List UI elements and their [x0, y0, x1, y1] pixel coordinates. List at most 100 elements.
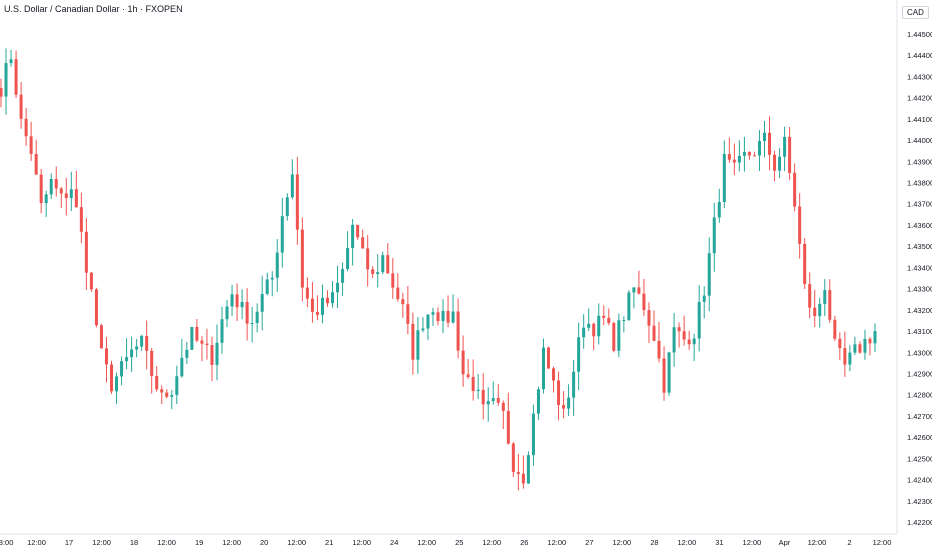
candle	[341, 262, 345, 296]
candle	[401, 292, 405, 318]
candle	[79, 192, 83, 244]
candle-body	[421, 328, 425, 331]
candle-body	[562, 405, 566, 409]
candle-body	[526, 455, 530, 484]
candle	[662, 346, 666, 401]
candle-body	[496, 397, 500, 403]
candle-body	[687, 339, 691, 345]
candle-body	[150, 350, 154, 376]
candle-body	[773, 154, 777, 171]
candle	[808, 272, 812, 319]
candle	[205, 328, 209, 360]
candle	[446, 295, 450, 328]
candle	[280, 197, 284, 268]
candle-body	[823, 290, 827, 304]
candle-body	[160, 389, 164, 393]
candle-body	[476, 389, 480, 392]
candle-body	[351, 224, 355, 248]
candle-body	[441, 310, 445, 322]
candle	[863, 329, 867, 360]
x-tick-label: 12:00	[287, 538, 306, 547]
x-tick-label: 12:00	[743, 538, 762, 547]
candle-body	[270, 277, 274, 280]
candle	[727, 137, 731, 163]
x-tick-label: 27	[585, 538, 593, 547]
candle-body	[813, 307, 817, 317]
candle-body	[34, 153, 38, 175]
candle-body	[240, 302, 244, 308]
candle-body	[868, 338, 872, 344]
candle-body	[637, 287, 641, 294]
candle	[868, 337, 872, 356]
candle	[295, 157, 299, 245]
candle	[371, 266, 375, 279]
candle-body	[381, 255, 385, 273]
candle-body	[778, 156, 782, 171]
candle-body	[521, 473, 525, 484]
candle-body	[411, 323, 415, 360]
candle-body	[109, 364, 114, 392]
candle	[617, 313, 621, 358]
candle	[481, 373, 485, 420]
candle-body	[732, 159, 736, 163]
candle-body	[707, 253, 711, 296]
candle	[34, 139, 38, 176]
x-tick-label: 12:00	[352, 538, 371, 547]
y-tick-label: 1.43700	[907, 200, 932, 209]
candle	[225, 299, 229, 328]
candle-body	[516, 471, 520, 474]
candle	[692, 333, 696, 362]
candle	[130, 336, 134, 372]
candle	[642, 279, 646, 317]
candle-body	[14, 59, 18, 95]
candle-body	[245, 302, 249, 324]
candle	[687, 330, 691, 350]
candle	[747, 151, 751, 160]
candle-body	[803, 243, 807, 285]
candle	[145, 320, 149, 370]
candle-body	[125, 357, 129, 362]
candle-body	[737, 155, 741, 163]
y-tick-label: 1.43000	[907, 348, 932, 357]
candle-body	[577, 337, 581, 372]
candle	[471, 359, 475, 401]
candle	[270, 271, 274, 297]
candle-body	[682, 331, 686, 340]
candle	[69, 171, 73, 212]
candle	[305, 277, 309, 308]
candle-body	[29, 136, 33, 154]
candle	[526, 451, 530, 484]
candle-body	[250, 323, 254, 325]
candle	[74, 170, 78, 208]
candle-body	[838, 338, 842, 349]
currency-badge[interactable]: CAD	[902, 6, 929, 19]
candle-body	[622, 320, 626, 322]
candle	[732, 143, 736, 176]
candle	[833, 315, 837, 342]
candle-body	[466, 374, 470, 378]
candle-body	[115, 376, 119, 392]
candle	[195, 319, 199, 343]
candle-body	[74, 189, 78, 208]
candle	[320, 284, 324, 324]
candle	[331, 281, 335, 308]
x-tick-label: 24	[390, 538, 398, 547]
candle	[843, 331, 847, 377]
candle-body	[572, 371, 576, 398]
candle-body	[104, 348, 108, 365]
x-tick-label: Apr	[779, 538, 791, 547]
candle	[290, 159, 294, 200]
candle	[140, 334, 144, 351]
x-tick-label: 23:00	[0, 538, 13, 547]
candle-body	[69, 189, 73, 199]
x-tick-label: 21	[325, 538, 333, 547]
candle-body	[230, 294, 234, 307]
candle	[310, 281, 314, 323]
candle-body	[692, 338, 696, 345]
candle-body	[180, 357, 184, 377]
candle	[491, 381, 495, 405]
candle-body	[49, 178, 53, 195]
candle	[351, 218, 355, 266]
